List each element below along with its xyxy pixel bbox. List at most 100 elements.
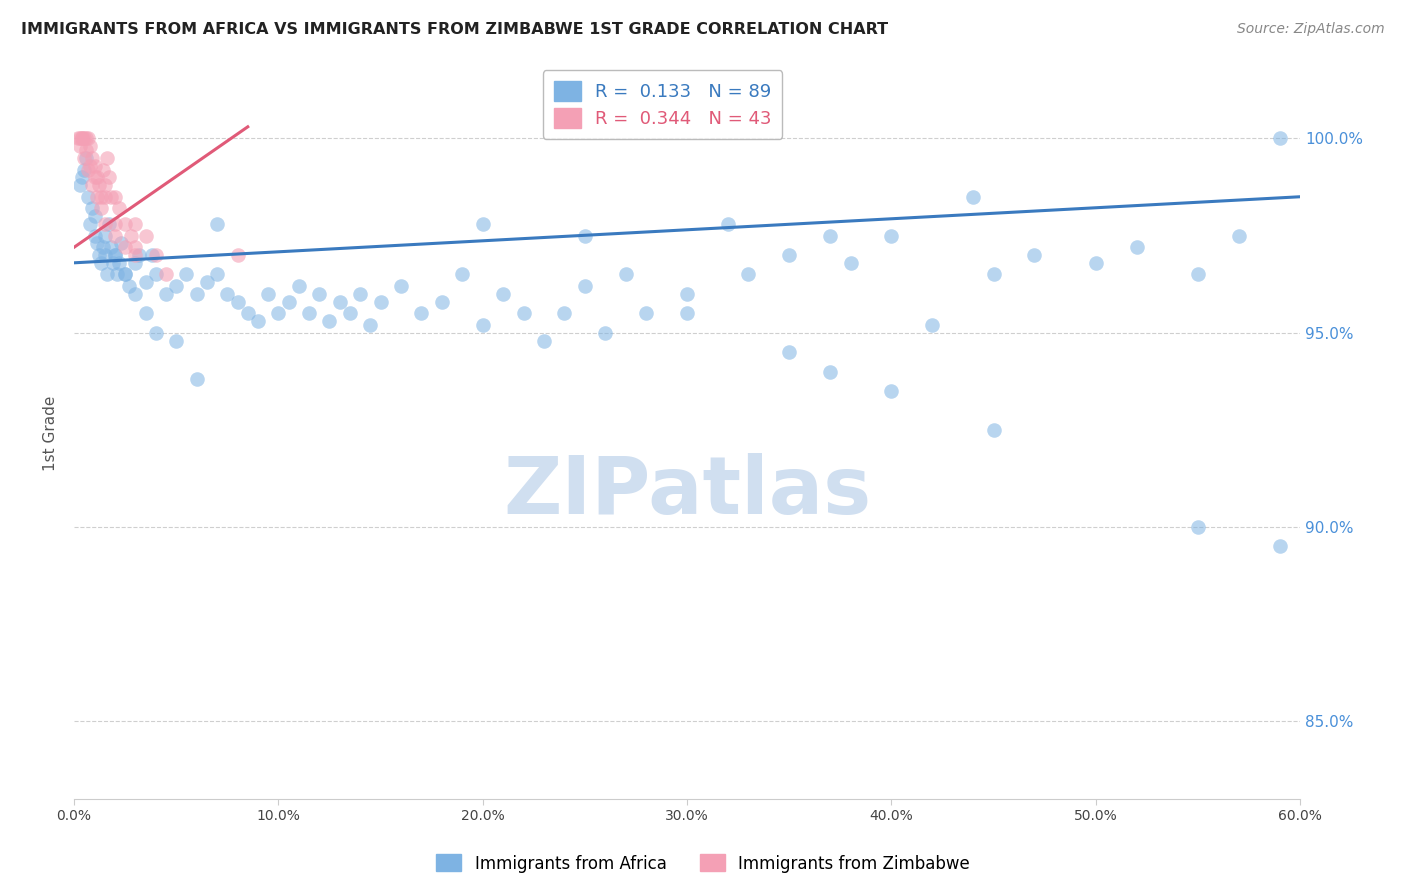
Point [1125, 240, 1147, 254]
Point [553, 306, 575, 320]
Point [737, 268, 759, 282]
Point [1187, 268, 1209, 282]
Point [880, 384, 903, 398]
Point [75, 151, 97, 165]
Point [145, 326, 167, 340]
Point [93, 228, 115, 243]
Point [114, 217, 136, 231]
Point [87, 178, 110, 193]
Point [77, 190, 100, 204]
Point [124, 217, 146, 231]
Point [1268, 131, 1291, 145]
Point [100, 240, 122, 254]
Point [108, 202, 131, 216]
Point [145, 248, 167, 262]
Point [676, 306, 699, 320]
Point [288, 279, 311, 293]
Point [128, 248, 150, 262]
Point [451, 268, 474, 282]
Point [114, 268, 136, 282]
Point [839, 256, 862, 270]
Point [267, 306, 290, 320]
Point [329, 294, 352, 309]
Point [411, 306, 433, 320]
Point [86, 236, 108, 251]
Point [82, 202, 104, 216]
Text: IMMIGRANTS FROM AFRICA VS IMMIGRANTS FROM ZIMBABWE 1ST GRADE CORRELATION CHART: IMMIGRANTS FROM AFRICA VS IMMIGRANTS FRO… [21, 22, 889, 37]
Point [308, 286, 330, 301]
Point [120, 228, 142, 243]
Point [818, 365, 841, 379]
Point [83, 228, 105, 243]
Point [87, 248, 110, 262]
Point [91, 240, 114, 254]
Point [778, 248, 800, 262]
Point [155, 286, 177, 301]
Point [717, 217, 740, 231]
Point [921, 318, 943, 332]
Point [217, 286, 239, 301]
Point [114, 268, 136, 282]
Point [818, 228, 841, 243]
Point [135, 275, 157, 289]
Point [100, 190, 122, 204]
Point [318, 314, 340, 328]
Point [186, 372, 208, 386]
Point [73, 162, 96, 177]
Point [512, 306, 534, 320]
Point [236, 306, 259, 320]
Point [75, 131, 97, 145]
Point [492, 286, 515, 301]
Point [82, 151, 104, 165]
Point [93, 248, 115, 262]
Point [614, 268, 637, 282]
Point [880, 228, 903, 243]
Text: ZIPatlas: ZIPatlas [503, 453, 872, 532]
Point [205, 268, 228, 282]
Point [370, 294, 392, 309]
Point [69, 178, 91, 193]
Point [75, 143, 97, 157]
Point [104, 228, 127, 243]
Point [101, 256, 124, 270]
Point [124, 286, 146, 301]
Point [67, 131, 90, 145]
Point [69, 139, 91, 153]
Point [186, 286, 208, 301]
Point [165, 334, 187, 348]
Point [389, 279, 412, 293]
Text: Source: ZipAtlas.com: Source: ZipAtlas.com [1237, 22, 1385, 37]
Point [79, 159, 101, 173]
Point [104, 190, 127, 204]
Point [124, 256, 146, 270]
Point [90, 202, 112, 216]
Point [86, 170, 108, 185]
Point [72, 131, 94, 145]
Point [205, 217, 228, 231]
Point [104, 248, 127, 262]
Point [359, 318, 381, 332]
Point [86, 190, 108, 204]
Point [145, 268, 167, 282]
Point [97, 170, 120, 185]
Point [257, 286, 280, 301]
Point [124, 248, 146, 262]
Point [83, 209, 105, 223]
Point [574, 228, 596, 243]
Point [105, 268, 128, 282]
Point [73, 131, 96, 145]
Point [73, 151, 96, 165]
Point [195, 275, 218, 289]
Point [96, 151, 118, 165]
Point [135, 306, 157, 320]
Point [165, 279, 187, 293]
Point [962, 190, 984, 204]
Point [110, 236, 132, 251]
Point [72, 170, 94, 185]
Point [226, 248, 249, 262]
Point [574, 279, 596, 293]
Point [72, 131, 94, 145]
Point [90, 256, 112, 270]
Point [93, 190, 115, 204]
Point [108, 256, 131, 270]
